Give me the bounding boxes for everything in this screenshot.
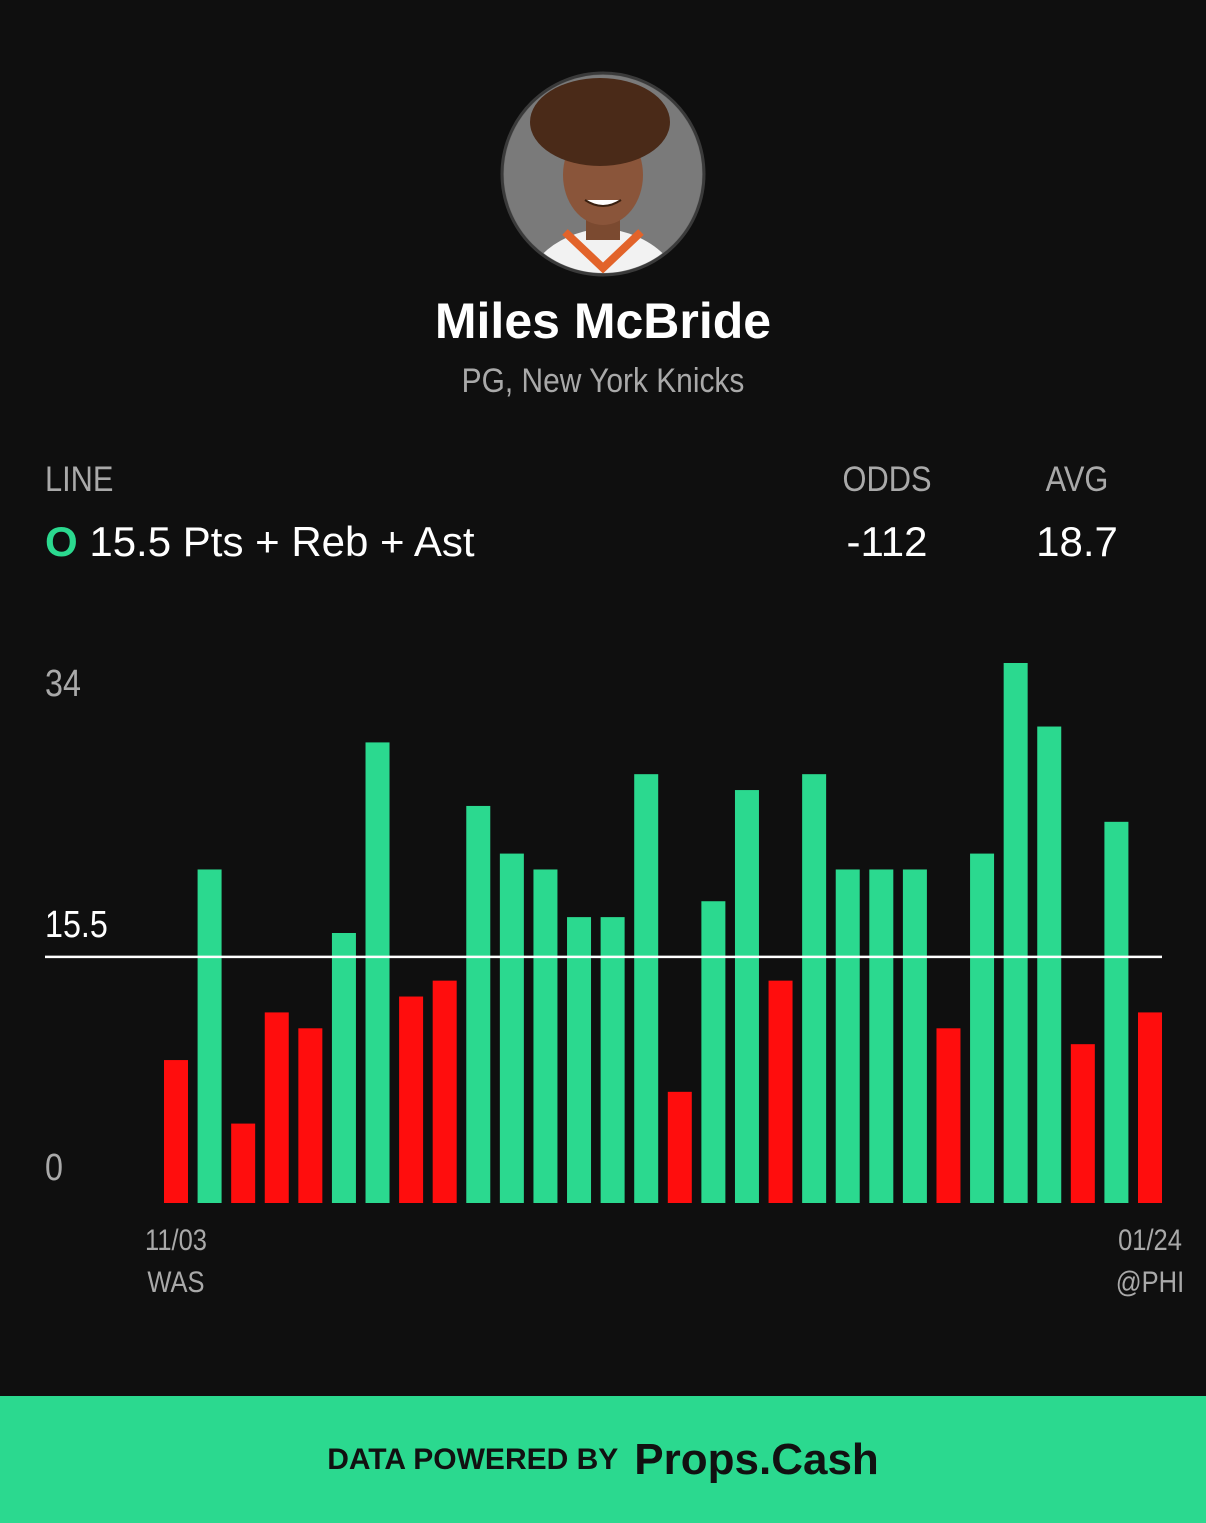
x-tick-opponent: WAS bbox=[147, 1265, 204, 1298]
bar bbox=[567, 917, 592, 1203]
y-tick-label: 0 bbox=[45, 1147, 63, 1189]
bar bbox=[197, 869, 222, 1203]
bar bbox=[164, 1060, 188, 1203]
player-team: PG, New York Knicks bbox=[461, 362, 745, 400]
bar bbox=[399, 996, 424, 1203]
bar bbox=[970, 853, 995, 1203]
bar bbox=[1070, 1044, 1095, 1203]
player-photo bbox=[500, 71, 706, 277]
x-tick-label: 01/24 bbox=[1118, 1223, 1182, 1256]
bar bbox=[466, 805, 491, 1203]
bar bbox=[365, 742, 390, 1203]
bar bbox=[1037, 726, 1062, 1203]
bar bbox=[1104, 821, 1129, 1203]
side: O bbox=[45, 518, 78, 565]
bar bbox=[533, 869, 558, 1203]
avg-value: 18.7 bbox=[1036, 518, 1118, 565]
odds-value: -112 bbox=[846, 518, 928, 565]
x-tick-label: 11/03 bbox=[145, 1223, 207, 1256]
footer: DATA POWERED BY Props.Cash bbox=[0, 1396, 1206, 1523]
bar bbox=[802, 774, 827, 1203]
y-tick-label: 34 bbox=[45, 663, 81, 705]
chart: 15.5 0 34 11/03 WAS 01/24 @PHI bbox=[45, 71, 1184, 1298]
bar bbox=[734, 790, 759, 1203]
bar bbox=[231, 1123, 256, 1203]
bar bbox=[600, 917, 625, 1203]
bar bbox=[701, 901, 726, 1203]
threshold-label: 15.5 bbox=[45, 903, 108, 945]
bar bbox=[936, 1028, 961, 1203]
avg-label: AVG bbox=[1045, 460, 1109, 499]
market: Pts + Reb + Ast bbox=[182, 518, 475, 565]
line-label: LINE bbox=[45, 460, 114, 499]
line-number: 15.5 bbox=[89, 518, 172, 565]
x-tick-opponent: @PHI bbox=[1116, 1265, 1184, 1298]
bar bbox=[835, 869, 860, 1203]
bar bbox=[499, 853, 524, 1203]
bar bbox=[902, 869, 927, 1203]
footer-prefix: DATA POWERED BY bbox=[327, 1442, 619, 1476]
line-value: O 15.5 Pts + Reb + Ast bbox=[45, 518, 475, 566]
bar bbox=[264, 1012, 289, 1203]
odds-label: ODDS bbox=[842, 460, 932, 499]
bar bbox=[1003, 663, 1028, 1203]
bar bbox=[1138, 1012, 1162, 1203]
bar bbox=[667, 1091, 692, 1203]
bar bbox=[432, 980, 457, 1203]
bar bbox=[768, 980, 793, 1203]
bar bbox=[331, 933, 356, 1203]
bar bbox=[634, 774, 659, 1203]
bar bbox=[298, 1028, 323, 1203]
player-name: Miles McBride bbox=[434, 293, 772, 349]
footer-brand: Props.Cash bbox=[634, 1434, 879, 1484]
bar bbox=[869, 869, 894, 1203]
